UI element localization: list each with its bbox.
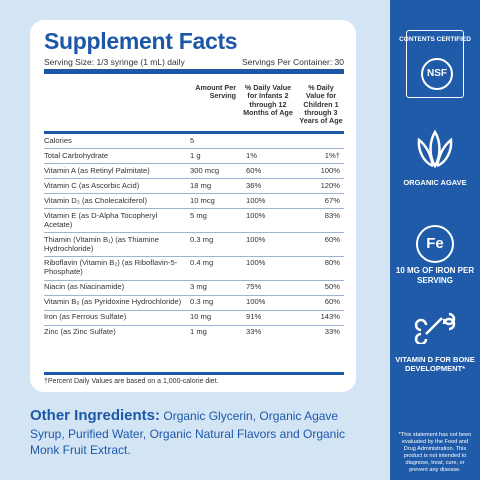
amount: 10 mg: [186, 309, 236, 326]
nutrient-row: Riboflavin (Vitamin B₂) (as Riboflavin-5…: [44, 255, 344, 281]
dv-children: 1%†: [294, 148, 344, 164]
nutrient-name: Vitamin C (as Ascorbic Acid): [44, 178, 186, 194]
nutrient-name: Riboflavin (Vitamin B₂) (as Riboflavin-5…: [44, 255, 186, 281]
dv-infants: 75%: [236, 279, 294, 296]
serving-size: Serving Size: 1/3 syringe (1 mL) daily: [44, 57, 185, 67]
rule: [44, 69, 344, 74]
dv-children: 143%: [294, 309, 344, 326]
facts-panel: Supplement Facts Serving Size: 1/3 syrin…: [30, 20, 356, 392]
amount: 0.4 mg: [186, 255, 236, 281]
amount: 5 mg: [186, 208, 236, 233]
column-header: Amount Per Serving: [195, 83, 236, 101]
agave-icon: [417, 129, 453, 168]
ingredients-text: Organic Glycerin, Organic Agave Syrup, P…: [30, 409, 346, 458]
nutrient-name: Vitamin A (as Retinyl Palmitate): [44, 163, 186, 179]
iron-icon: Fe: [416, 225, 454, 263]
dv-children: 50%: [294, 279, 344, 296]
dv-infants: [236, 131, 294, 149]
nutrient-row: Iron (as Ferrous Sulfate) 10 mg 91% 143%: [44, 309, 344, 326]
nutrient-name: Iron (as Ferrous Sulfate): [44, 309, 186, 326]
nutrient-name: Thiamin (Vitamin B₁) (as Thiamine Hydroc…: [44, 232, 186, 257]
dv-infants: 100%: [236, 232, 294, 257]
ingredients: Other Ingredients: Organic Glycerin, Org…: [30, 406, 360, 459]
nutrient-row: Thiamin (Vitamin B₁) (as Thiamine Hydroc…: [44, 232, 344, 257]
facts-table: Amount Per Serving % Daily Value for Inf…: [44, 82, 344, 340]
nutrient-row: Zinc (as Zinc Sulfate) 1 mg 33% 33%: [44, 324, 344, 340]
ingredients-heading: Other Ingredients:: [30, 407, 161, 424]
nutrient-row: Vitamin B₆ (as Pyridoxine Hydrochloride)…: [44, 294, 344, 311]
nutrient-row: Vitamin D₃ (as Cholecalciferol) 10 mcg 100…: [44, 193, 344, 209]
dv-infants: 33%: [236, 324, 294, 340]
nutrient-row: Total Carbohydrate 1 g 1% 1%†: [44, 148, 344, 164]
facts-title: Supplement Facts: [44, 28, 238, 54]
dv-infants: 1%: [236, 148, 294, 164]
nutrient-row: Vitamin C (as Ascorbic Acid) 18 mg 36% 120%: [44, 178, 344, 194]
column-header: % Daily Value for Children 1 through 3 Y…: [299, 83, 343, 126]
nutrient-name: Niacin (as Niacinamide): [44, 279, 186, 296]
amount: 0.3 mg: [186, 294, 236, 311]
dv-children: 67%: [294, 193, 344, 209]
dv-children: 83%: [294, 208, 344, 233]
name-header: [44, 82, 186, 133]
dv-children: 100%: [294, 163, 344, 179]
badge-label: ORGANIC AGAVE: [403, 178, 467, 187]
nutrient-name: Total Carbohydrate: [44, 148, 186, 164]
certification-caption: CONTENTS CERTIFIED: [399, 36, 471, 43]
nsf-logo: NSF: [421, 58, 453, 90]
servings-per-container: Servings Per Container: 30: [241, 57, 344, 67]
dv-children: 80%: [294, 255, 344, 281]
nutrient-name: Calories: [44, 131, 186, 149]
badge-label: VITAMIN D FOR BONE DEVELOPMENT*: [395, 355, 475, 373]
rule: [44, 372, 344, 375]
nutrient-name: Zinc (as Zinc Sulfate): [44, 324, 186, 340]
amount: 300 mcg: [186, 163, 236, 179]
amount: 10 mcg: [186, 193, 236, 209]
amount: 1 g: [186, 148, 236, 164]
amount: 18 mg: [186, 178, 236, 194]
column-header: % Daily Value for Infants 2 through 12 M…: [243, 83, 293, 117]
dv-infants: 36%: [236, 178, 294, 194]
dv-children: 60%: [294, 232, 344, 257]
nutrient-name: Vitamin E (as D-Alpha Tocopheryl Acetate…: [44, 208, 186, 233]
badge-label: 10 MG OF IRON PER SERVING: [395, 266, 475, 285]
disclaimer: *This statement has not been evaluated b…: [398, 432, 472, 473]
dv-infants: 100%: [236, 294, 294, 311]
amount: 5: [186, 131, 236, 149]
bone-icon: [414, 312, 456, 344]
dv-infants: 91%: [236, 309, 294, 326]
header-row: Amount Per Serving % Daily Value for Inf…: [44, 82, 344, 133]
nutrient-row: Calories 5: [44, 131, 344, 149]
dv-infants: 100%: [236, 193, 294, 209]
dv-infants: 100%: [236, 208, 294, 233]
dv-children: 60%: [294, 294, 344, 311]
nutrient-name: Vitamin D₃ (as Cholecalciferol): [44, 193, 186, 209]
nutrient-row: Vitamin A (as Retinyl Palmitate) 300 mcg 6…: [44, 163, 344, 179]
nutrient-row: Vitamin E (as D-Alpha Tocopheryl Acetate…: [44, 208, 344, 233]
dv-children: [294, 131, 344, 149]
dv-children: 120%: [294, 178, 344, 194]
amount: 3 mg: [186, 279, 236, 296]
dv-children: 33%: [294, 324, 344, 340]
sidebar: CONTENTS CERTIFIED NSF ORGANIC AGAVE Fe …: [390, 0, 480, 480]
amount: 1 mg: [186, 324, 236, 340]
footnote: †Percent Daily Values are based on a 1,0…: [44, 378, 219, 385]
nutrient-name: Vitamin B₆ (as Pyridoxine Hydrochloride): [44, 294, 186, 311]
certification-box: [406, 30, 464, 98]
amount: 0.3 mg: [186, 232, 236, 257]
nutrient-row: Niacin (as Niacinamide) 3 mg 75% 50%: [44, 279, 344, 296]
dv-infants: 60%: [236, 163, 294, 179]
dv-infants: 100%: [236, 255, 294, 281]
